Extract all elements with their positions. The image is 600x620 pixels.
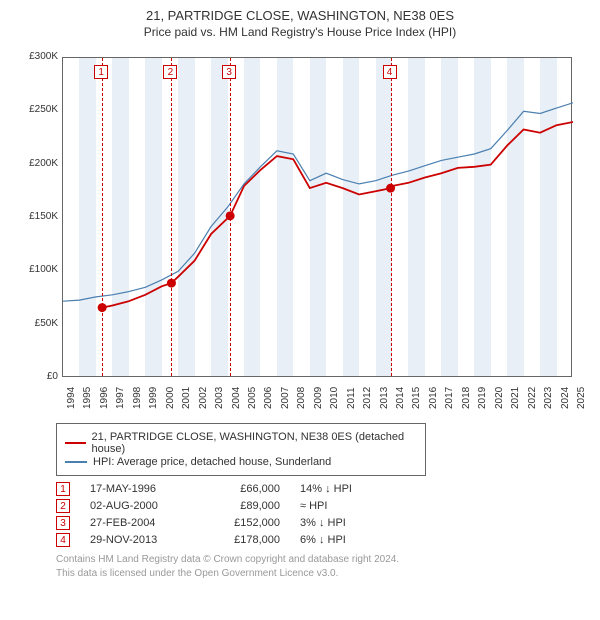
- plot: [62, 57, 572, 377]
- sale-date: 02-AUG-2000: [90, 500, 190, 512]
- chart-area: £0 £50K £100K £150K £200K £250K £300K 1994 1995 1…: [20, 47, 580, 417]
- sale-vline: [171, 58, 172, 376]
- x-tick-label: 2025: [576, 387, 588, 409]
- sale-vline: [391, 58, 392, 376]
- x-tick-label: 2018: [461, 387, 473, 409]
- legend-swatch: [65, 442, 86, 444]
- x-tick-label: 1997: [115, 387, 127, 409]
- title: 21, PARTRIDGE CLOSE, WASHINGTON, NE38 0E…: [8, 8, 592, 23]
- x-tick-label: 2003: [214, 387, 226, 409]
- sale-vline: [230, 58, 231, 376]
- x-tick-label: 2005: [247, 387, 259, 409]
- x-tick-label: 1998: [132, 387, 144, 409]
- sale-date: 17-MAY-1996: [90, 483, 190, 495]
- x-tick-label: 2013: [379, 387, 391, 409]
- legend: 21, PARTRIDGE CLOSE, WASHINGTON, NE38 0E…: [56, 423, 426, 476]
- sale-row: 3 27-FEB-2004 £152,000 3% ↓ HPI: [56, 516, 592, 530]
- x-tick-label: 2006: [263, 387, 275, 409]
- legend-row: HPI: Average price, detached house, Sund…: [65, 456, 417, 468]
- x-tick-label: 2002: [198, 387, 210, 409]
- x-tick-label: 2012: [362, 387, 374, 409]
- sale-marker: 2: [56, 499, 70, 513]
- sale-row: 2 02-AUG-2000 £89,000 ≈ HPI: [56, 499, 592, 513]
- sale-diff: 14% ↓ HPI: [300, 483, 380, 495]
- x-tick-label: 2017: [444, 387, 456, 409]
- x-tick-label: 2000: [165, 387, 177, 409]
- x-tick-label: 2024: [560, 387, 572, 409]
- y-tick-label: £50K: [20, 318, 58, 329]
- sale-table: 1 17-MAY-1996 £66,000 14% ↓ HPI 2 02-AUG-2000…: [56, 482, 592, 547]
- x-tick-label: 2001: [181, 387, 193, 409]
- x-tick-label: 2023: [543, 387, 555, 409]
- x-tick-label: 2015: [411, 387, 423, 409]
- plot-svg: [63, 58, 573, 378]
- legend-label: 21, PARTRIDGE CLOSE, WASHINGTON, NE38 0E…: [92, 431, 418, 455]
- y-tick-label: £200K: [20, 158, 58, 169]
- sale-row: 1 17-MAY-1996 £66,000 14% ↓ HPI: [56, 482, 592, 496]
- x-tick-label: 2022: [527, 387, 539, 409]
- subtitle: Price paid vs. HM Land Registry's House …: [8, 25, 592, 39]
- sale-price: £152,000: [210, 517, 280, 529]
- y-tick-label: £250K: [20, 104, 58, 115]
- sale-row: 4 29-NOV-2013 £178,000 6% ↓ HPI: [56, 533, 592, 547]
- footer-line2: This data is licensed under the Open Gov…: [56, 567, 592, 581]
- sale-price: £89,000: [210, 500, 280, 512]
- x-tick-label: 1995: [82, 387, 94, 409]
- sale-diff: 6% ↓ HPI: [300, 534, 380, 546]
- x-tick-label: 2010: [329, 387, 341, 409]
- series-hpi: [63, 103, 573, 301]
- x-tick-label: 2008: [296, 387, 308, 409]
- sale-marker: 3: [56, 516, 70, 530]
- sale-marker-box: 2: [163, 65, 177, 79]
- footer-line1: Contains HM Land Registry data © Crown c…: [56, 553, 592, 567]
- y-tick-label: £0: [20, 371, 58, 382]
- sale-marker-box: 1: [94, 65, 108, 79]
- x-tick-label: 2021: [510, 387, 522, 409]
- y-tick-label: £150K: [20, 211, 58, 222]
- y-tick-label: £300K: [20, 51, 58, 62]
- x-tick-label: 2019: [477, 387, 489, 409]
- y-tick-label: £100K: [20, 264, 58, 275]
- sale-price: £178,000: [210, 534, 280, 546]
- x-tick-label: 2016: [428, 387, 440, 409]
- x-tick-label: 1999: [148, 387, 160, 409]
- sale-diff: 3% ↓ HPI: [300, 517, 380, 529]
- x-tick-label: 2020: [494, 387, 506, 409]
- sale-marker: 4: [56, 533, 70, 547]
- legend-swatch: [65, 461, 87, 463]
- sale-date: 27-FEB-2004: [90, 517, 190, 529]
- legend-label: HPI: Average price, detached house, Sund…: [93, 456, 331, 468]
- x-tick-label: 2007: [280, 387, 292, 409]
- x-tick-label: 2014: [395, 387, 407, 409]
- x-tick-label: 2011: [346, 387, 358, 409]
- footer: Contains HM Land Registry data © Crown c…: [56, 553, 592, 580]
- x-tick-label: 1996: [99, 387, 111, 409]
- x-tick-label: 2009: [313, 387, 325, 409]
- sale-price: £66,000: [210, 483, 280, 495]
- chart-container: 21, PARTRIDGE CLOSE, WASHINGTON, NE38 0E…: [0, 0, 600, 620]
- sale-marker-box: 4: [383, 65, 397, 79]
- sale-diff: ≈ HPI: [300, 500, 380, 512]
- sale-date: 29-NOV-2013: [90, 534, 190, 546]
- x-tick-label: 2004: [231, 387, 243, 409]
- legend-row: 21, PARTRIDGE CLOSE, WASHINGTON, NE38 0E…: [65, 431, 417, 455]
- sale-vline: [102, 58, 103, 376]
- sale-marker: 1: [56, 482, 70, 496]
- x-tick-label: 1994: [66, 387, 78, 409]
- sale-marker-box: 3: [222, 65, 236, 79]
